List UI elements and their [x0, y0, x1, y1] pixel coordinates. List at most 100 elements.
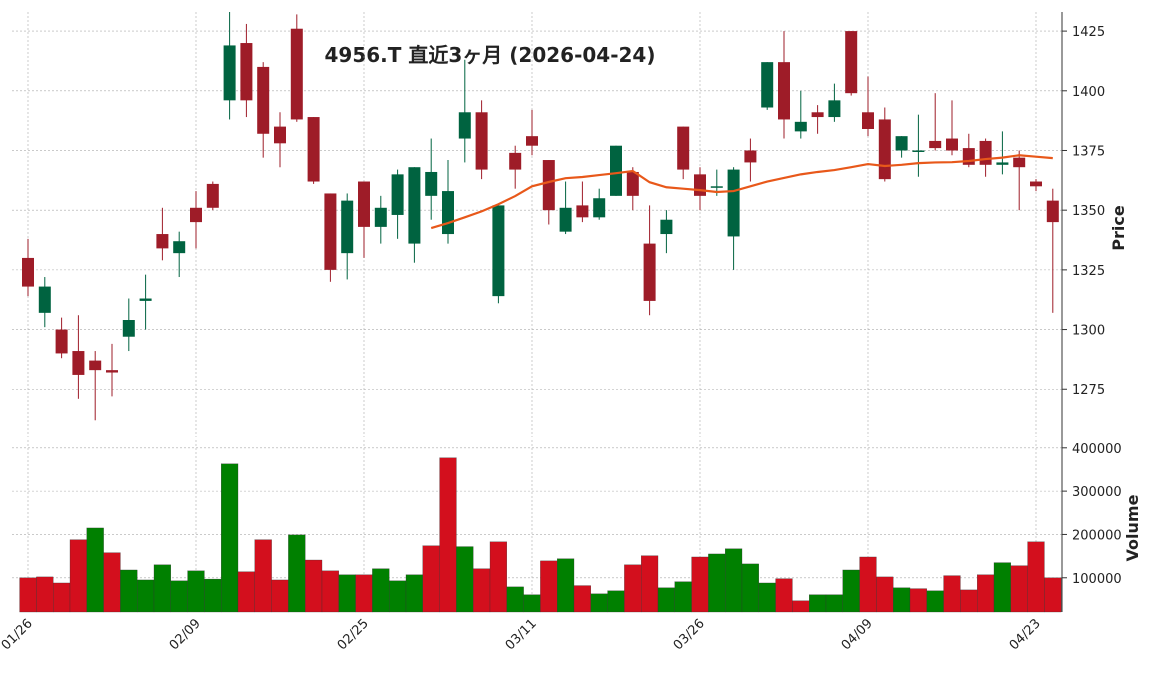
- candle-body: [559, 207, 572, 232]
- volume-bar: [137, 579, 155, 613]
- volume-bar: [170, 580, 188, 613]
- volume-bar: [809, 594, 827, 613]
- volume-bar: [893, 587, 911, 613]
- x-tick-label: 02/09: [167, 616, 204, 653]
- candle-body: [290, 28, 303, 120]
- candle-body: [710, 186, 723, 188]
- volume-bar: [120, 569, 138, 613]
- candle-body: [895, 136, 908, 151]
- candle-body: [38, 286, 51, 313]
- candle-body: [425, 171, 438, 196]
- candle-body: [475, 112, 488, 170]
- candle-body: [22, 257, 34, 287]
- candle-body: [878, 119, 891, 180]
- volume-bar: [439, 457, 457, 613]
- volume-bar: [943, 575, 961, 613]
- candle-body: [761, 62, 774, 108]
- candle-body: [794, 121, 807, 132]
- volume-bar: [86, 527, 104, 613]
- volume-bar: [775, 578, 793, 613]
- candle-body: [223, 45, 236, 101]
- volume-bar: [456, 546, 474, 613]
- volume-bar: [590, 593, 608, 613]
- volume-bar: [842, 569, 860, 613]
- volume-bar: [758, 582, 776, 613]
- volume-bar: [153, 564, 171, 613]
- volume-bar: [573, 585, 591, 613]
- candle-body: [341, 200, 354, 254]
- volume-bar: [557, 558, 575, 613]
- volume-bar: [103, 552, 121, 613]
- candle-body: [778, 62, 790, 120]
- candle-body: [72, 351, 85, 375]
- volume-bar: [825, 594, 843, 613]
- candle-body: [492, 205, 505, 297]
- candle-body: [1046, 200, 1059, 223]
- y-axis-label: Volume: [1123, 494, 1142, 561]
- candle-body: [626, 171, 639, 196]
- volume-bar: [607, 590, 625, 613]
- chart-title: 4956.T 直近3ヶ月 (2026-04-24): [325, 43, 656, 67]
- candle-body: [324, 193, 337, 270]
- candle-body: [156, 234, 169, 249]
- volume-bar: [926, 590, 944, 613]
- y-tick-label: 1300: [1072, 324, 1105, 339]
- candle-body: [828, 100, 841, 118]
- candle-body: [610, 145, 622, 196]
- y-tick-label: 1425: [1072, 25, 1105, 40]
- volume-bar: [876, 576, 894, 613]
- candle-body: [190, 207, 202, 223]
- candle-body: [643, 243, 656, 301]
- candle-body: [358, 181, 370, 227]
- volume-bar: [473, 568, 491, 613]
- y-tick-label: 100000: [1072, 572, 1122, 587]
- candle-body: [929, 140, 942, 149]
- candle-body: [55, 329, 68, 354]
- volume-bar: [540, 560, 558, 613]
- volume-bar: [506, 586, 524, 613]
- candle-body: [946, 138, 958, 151]
- candle-body: [442, 191, 454, 235]
- candle-body: [912, 150, 925, 152]
- candle-body: [1030, 181, 1042, 187]
- candle-body: [122, 320, 135, 337]
- x-tick-label: 03/11: [503, 616, 540, 653]
- y-tick-label: 1350: [1072, 204, 1105, 219]
- volume-bar: [725, 548, 743, 613]
- moving-average-line: [430, 154, 1053, 230]
- volume-bar: [1010, 565, 1028, 613]
- candle-body: [1013, 157, 1026, 168]
- volume-bar: [271, 579, 289, 613]
- y-tick-label: 1375: [1072, 144, 1105, 159]
- volume-bar: [422, 545, 440, 613]
- volume-bar: [221, 463, 239, 613]
- candle-body: [458, 112, 471, 139]
- volume-bar: [708, 553, 726, 613]
- volume-bar: [657, 587, 675, 613]
- candle-body: [526, 136, 538, 146]
- volume-bar: [19, 577, 37, 613]
- candle-body: [593, 198, 606, 218]
- volume-bar: [641, 555, 659, 613]
- volume-bar: [909, 588, 927, 613]
- volume-bar: [523, 594, 541, 613]
- candle-body: [660, 219, 673, 235]
- volume-bar: [1044, 577, 1062, 613]
- candle-body: [139, 298, 152, 301]
- volume-bar: [53, 582, 71, 613]
- candle-body: [240, 43, 253, 101]
- candle-body: [374, 207, 387, 227]
- candle-body: [979, 140, 992, 165]
- candle-body: [391, 174, 404, 215]
- candle-body: [542, 160, 555, 211]
- volume-bar: [674, 581, 692, 613]
- candle-body: [106, 370, 118, 373]
- candle-body: [862, 112, 874, 129]
- candle-body: [173, 241, 186, 254]
- candle-body: [996, 162, 1009, 165]
- volume-bar: [305, 559, 323, 613]
- volume-bar: [405, 574, 423, 613]
- candle-body: [744, 150, 757, 163]
- volume-bar: [691, 556, 709, 613]
- y-tick-label: 1325: [1072, 264, 1105, 279]
